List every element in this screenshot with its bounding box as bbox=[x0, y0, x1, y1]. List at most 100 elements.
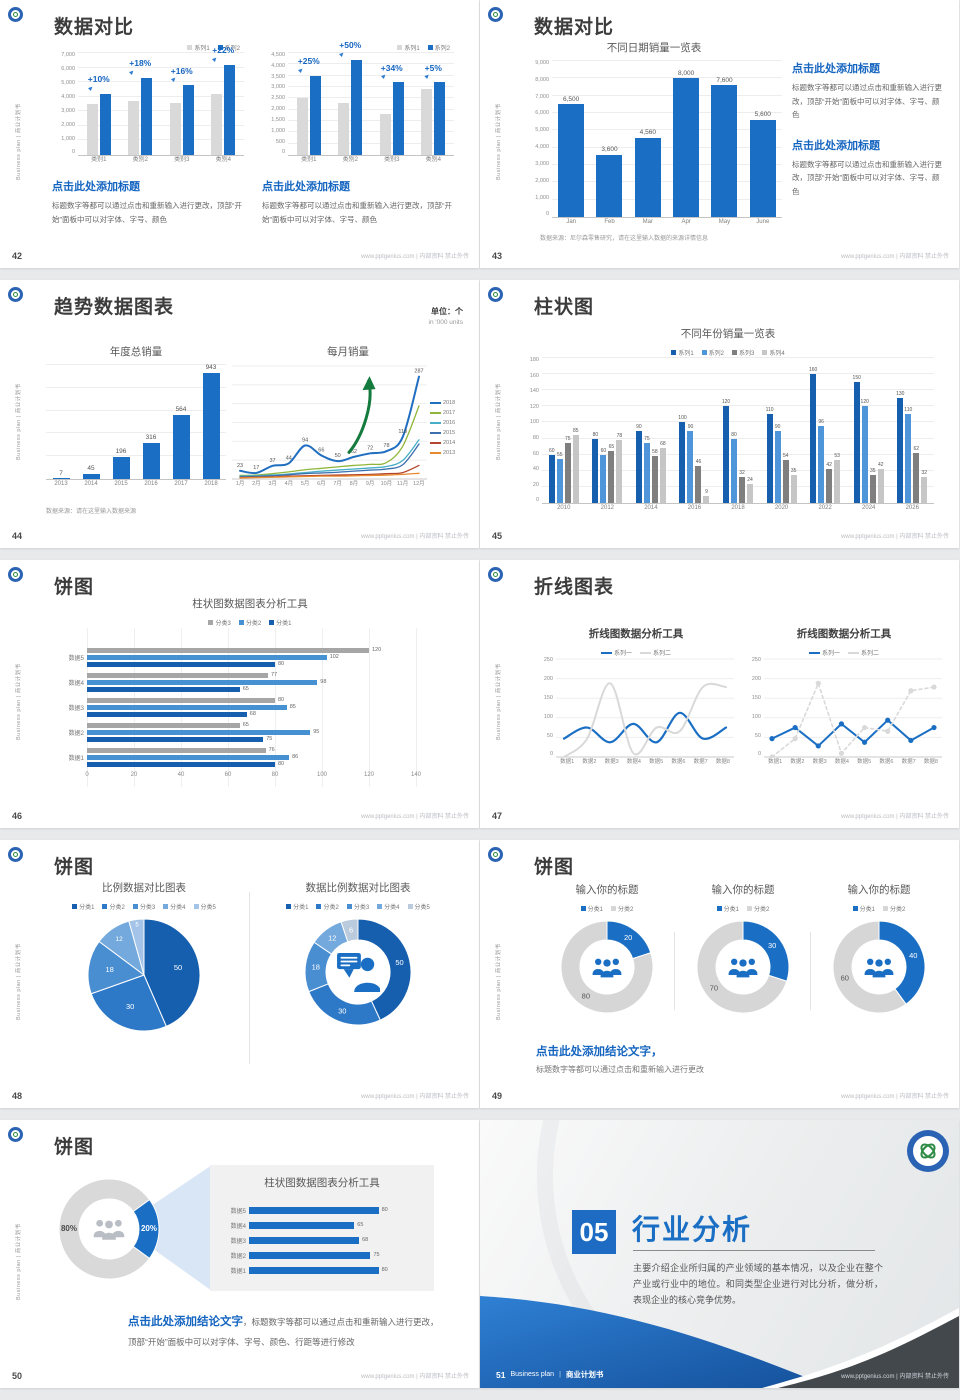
bar-label: 120 bbox=[860, 399, 869, 406]
legend-item: 2013 bbox=[430, 450, 464, 456]
svg-text:18: 18 bbox=[105, 965, 113, 974]
x-tick: 2014 bbox=[84, 481, 98, 487]
y-axis: 7,000 6,000 5,000 4,000 3,000 2,000 1,000 0 bbox=[52, 52, 78, 166]
bar bbox=[731, 438, 738, 503]
y-tick: 6,000 bbox=[535, 110, 549, 117]
slide-47[interactable]: Business plan | 商业计划书 折线图表 折线图数据分析工具 系列一系… bbox=[480, 560, 959, 828]
slide-50[interactable]: Business plan | 商业计划书 饼图 20% 80% 柱状图数据图表分… bbox=[0, 1120, 479, 1388]
bar bbox=[747, 483, 754, 503]
bar-label: 65 bbox=[242, 685, 249, 692]
bar-label: 3,600 bbox=[601, 146, 618, 154]
growth-label: +10% bbox=[87, 74, 110, 85]
arrow-up-right-icon: ▲ bbox=[378, 72, 389, 82]
y-tick: 0 bbox=[757, 751, 761, 758]
school-logo-icon bbox=[8, 7, 23, 22]
x-tick: 数据5 bbox=[649, 759, 664, 765]
legend-label: 系列3 bbox=[739, 351, 755, 357]
legend-label: 2013 bbox=[443, 449, 456, 456]
growth-annotation: +5% ▲ bbox=[422, 64, 442, 82]
legend-label: 分类1 bbox=[276, 621, 292, 627]
bar bbox=[87, 762, 275, 767]
bar bbox=[87, 680, 318, 685]
conclusion-heading: 点击此处添加结论文字， bbox=[536, 1046, 663, 1058]
bar-group: 160 96 42 53 bbox=[803, 358, 847, 503]
svg-text:94: 94 bbox=[302, 437, 308, 443]
legend-swatch bbox=[346, 904, 352, 909]
slide-46[interactable]: Business plan | 商业计划书 饼图 柱状图数据图表分析工具 分类3 分… bbox=[0, 560, 479, 828]
bar bbox=[296, 98, 308, 155]
bar bbox=[87, 673, 268, 678]
section-title: 行业分析 bbox=[632, 1214, 753, 1245]
legend-swatch bbox=[72, 904, 78, 909]
bar-label: 60 bbox=[600, 447, 607, 454]
chart-legend: 分类1 分类2 bbox=[678, 903, 808, 914]
bar bbox=[651, 456, 658, 503]
slide-42[interactable]: Business plan | 商业计划书 数据对比 系列1 系列2 7,000 6,… bbox=[0, 0, 479, 268]
footer-brand: Business plan bbox=[510, 1371, 555, 1378]
y-tick: 20 bbox=[532, 481, 539, 488]
bar bbox=[87, 662, 275, 667]
bar bbox=[643, 442, 650, 503]
bar-row: 数据2 75 bbox=[220, 1251, 424, 1260]
bar-label: 42 bbox=[826, 462, 832, 469]
legend-label: 系列1 bbox=[194, 46, 210, 52]
text-column: 点击此处添加标题 标题数字等都可以通过点击和重新输入进行更改，顶部“开始”面板中… bbox=[792, 60, 942, 198]
y-tick: 1,000 bbox=[61, 135, 75, 142]
chart-canvas: 50 30 18 12 6 bbox=[304, 918, 412, 1026]
bar-group: 100 90 46 9 bbox=[673, 358, 717, 503]
legend-item: 系列1 bbox=[671, 348, 694, 357]
y-tick: 120 bbox=[529, 403, 539, 410]
slide-45[interactable]: Business plan | 商业计划书 柱状图 不同年份销量一览表 系列1 系列… bbox=[480, 280, 959, 548]
donut-chart: 输入你的标题 分类1 分类2 20 80 bbox=[542, 882, 672, 1040]
x-tick: May bbox=[718, 219, 731, 225]
bar-group: 3,600 bbox=[590, 61, 628, 217]
grouped-bar-chart: 系列1 系列2 4,500 4,000 3,500 3,000 2,500 2,000 1,50… bbox=[262, 40, 455, 166]
y-tick: 100 bbox=[543, 713, 553, 720]
bar-label: 120 bbox=[721, 399, 731, 406]
y-tick: 60 bbox=[532, 450, 539, 457]
bar bbox=[309, 75, 321, 155]
bar-label: 7,600 bbox=[716, 76, 733, 84]
plot-area: 23 17 37 44 94 66 50 62 72 78 118 287 bbox=[232, 365, 427, 480]
legend-label: 2015 bbox=[443, 429, 456, 436]
slide-footer: www.pptgenius.com | 内部资料 禁止外传 bbox=[841, 254, 949, 260]
chart-title: 年度总销量 bbox=[109, 346, 163, 358]
svg-text:40: 40 bbox=[909, 951, 917, 960]
bar bbox=[142, 442, 160, 479]
legend-label: 系列4 bbox=[769, 351, 785, 357]
slide-44[interactable]: Business plan | 商业计划书 趋势数据图表 单位：个 in '00… bbox=[0, 280, 479, 548]
legend-label: 分类1 bbox=[293, 905, 309, 911]
x-tick: 数据3 bbox=[812, 759, 827, 765]
growth-label: +50% bbox=[339, 40, 362, 51]
legend-label: 2014 bbox=[443, 439, 456, 446]
bar bbox=[723, 406, 730, 503]
slide-51[interactable]: 05 行业分析 主要介绍企业所归属的产业领域的基本情况，以及企业在整个产业或行业… bbox=[480, 1120, 959, 1388]
x-tick: 10月 bbox=[380, 481, 393, 487]
x-tick: 5月 bbox=[300, 481, 310, 487]
x-tick: 2015 bbox=[114, 481, 128, 487]
plot-area: 6,500 3,600 4,560 8,000 7,600 5,600 bbox=[552, 60, 782, 218]
slide-43[interactable]: Business plan | 商业计划书 数据对比 不同日期销量一览表 9,00… bbox=[480, 0, 959, 268]
bar bbox=[600, 454, 607, 503]
bar-group: +22% ▲ bbox=[203, 46, 245, 155]
bar-label: 80 bbox=[278, 760, 285, 767]
plot-area: 7 45 196 316 564 943 bbox=[46, 364, 226, 480]
section-number: 05 bbox=[572, 1210, 616, 1254]
x-tick: June bbox=[756, 219, 770, 225]
school-logo-icon bbox=[8, 1127, 23, 1142]
bar-label: 68 bbox=[660, 441, 666, 448]
slide-footer: www.pptgenius.com | 内部资料 禁止外传 bbox=[841, 1374, 949, 1380]
legend-swatch bbox=[762, 350, 768, 355]
bar-group: +5% ▲ bbox=[413, 53, 455, 155]
x-tick: 2010 bbox=[557, 505, 571, 511]
chart-title: 折线图数据分析工具 bbox=[796, 628, 892, 640]
growth-label: +18% bbox=[129, 58, 152, 69]
bar-label: 943 bbox=[205, 364, 217, 371]
slide-49[interactable]: Business plan | 商业计划书 饼图 输入你的标题 分类1 分类2 20 8… bbox=[480, 840, 959, 1108]
slide-48[interactable]: Business plan | 商业计划书 饼图 比例数据对比图表 分类1 分类2 分… bbox=[0, 840, 479, 1108]
y-tick: 2,000 bbox=[61, 121, 75, 128]
chart-legend: 分类1 分类2 bbox=[814, 903, 944, 914]
y-tick: 2,000 bbox=[271, 106, 285, 113]
chart-block: 系列1 系列2 4,500 4,000 3,500 3,000 2,500 2,000 1,50… bbox=[262, 40, 455, 226]
y-axis: 250 200 150 100 50 0 bbox=[746, 657, 764, 768]
